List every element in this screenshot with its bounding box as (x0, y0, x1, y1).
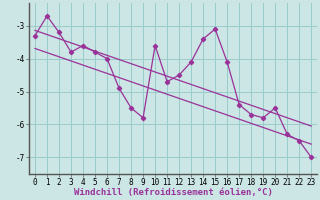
X-axis label: Windchill (Refroidissement éolien,°C): Windchill (Refroidissement éolien,°C) (74, 188, 273, 197)
